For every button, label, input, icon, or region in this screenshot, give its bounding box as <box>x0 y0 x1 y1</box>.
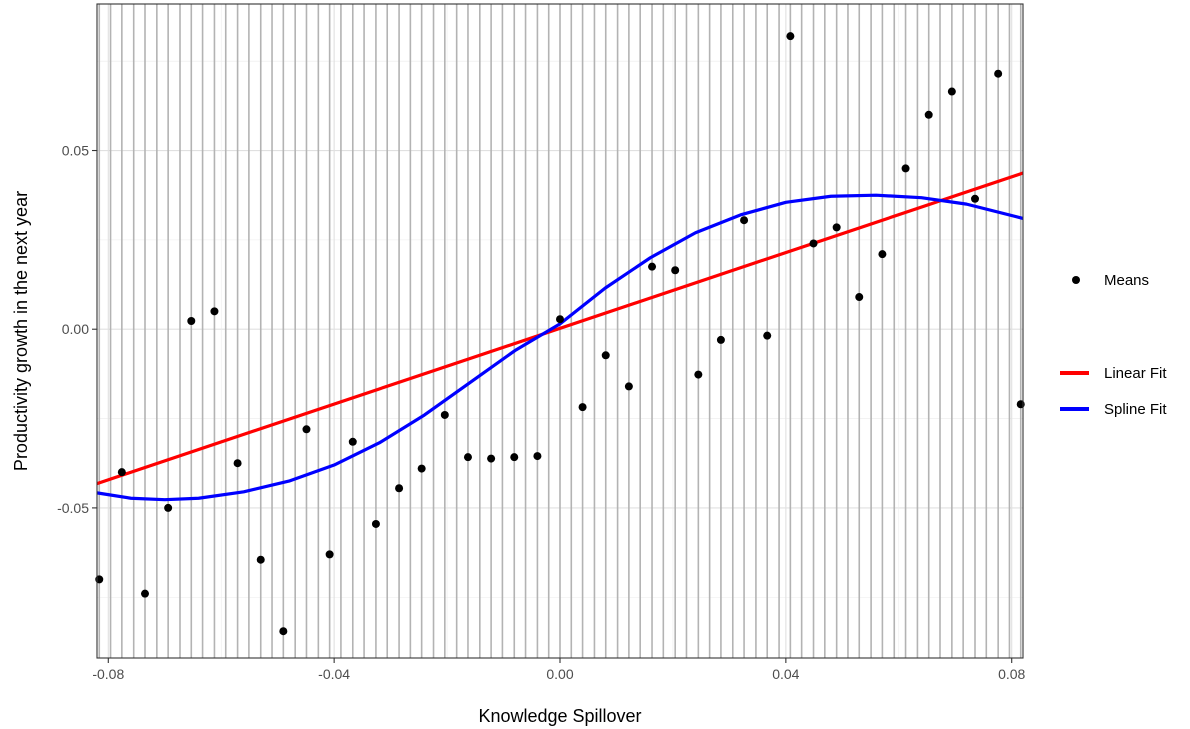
data-point <box>971 194 980 203</box>
series-line-linear-fit <box>96 171 1024 486</box>
data-point <box>763 331 772 340</box>
data-point <box>994 69 1003 78</box>
y-axis: -0.05 0.00 0.05 <box>57 143 97 516</box>
x-tick-label: 0.08 <box>998 666 1025 682</box>
data-point <box>417 464 426 473</box>
data-point <box>164 503 173 512</box>
legend-linear-label: Linear Fit <box>1104 365 1167 382</box>
y-axis-title: Productivity growth in the next year <box>11 191 31 471</box>
x-tick-label: -0.04 <box>318 666 350 682</box>
data-point <box>832 223 841 232</box>
y-tick-label: 0.05 <box>62 143 89 159</box>
data-point <box>187 316 196 325</box>
y-tick-label: 0.00 <box>62 321 89 337</box>
data-point <box>878 250 887 259</box>
data-point <box>694 370 703 379</box>
data-point <box>302 425 311 434</box>
data-point <box>510 453 519 462</box>
y-tick-label: -0.05 <box>57 500 89 516</box>
data-point <box>348 437 357 446</box>
data-point <box>233 459 242 468</box>
data-point <box>601 351 610 360</box>
data-point <box>740 216 749 225</box>
data-point <box>556 315 564 324</box>
data-point <box>395 484 404 493</box>
x-axis: -0.08 -0.04 0.00 0.04 0.08 <box>92 658 1026 682</box>
data-point <box>140 589 149 598</box>
x-tick-label: 0.04 <box>772 666 799 682</box>
series-layer <box>95 32 1025 636</box>
data-point <box>648 262 657 271</box>
data-point <box>325 550 334 559</box>
data-point <box>371 519 380 528</box>
data-point <box>947 87 956 96</box>
data-point <box>809 239 818 248</box>
legend-means-key <box>1072 276 1080 284</box>
data-point <box>210 307 219 316</box>
x-tick-label: -0.08 <box>92 666 124 682</box>
data-point <box>578 403 587 412</box>
data-point <box>256 555 265 564</box>
data-point <box>440 410 449 419</box>
data-point <box>855 293 864 302</box>
legend-spline-label: Spline Fit <box>1104 401 1167 418</box>
data-point <box>671 266 680 275</box>
x-tick-label: 0.00 <box>546 666 573 682</box>
data-point <box>716 335 725 344</box>
data-point <box>487 454 496 463</box>
data-point <box>279 627 288 636</box>
data-point <box>117 468 126 477</box>
x-axis-title: Knowledge Spillover <box>478 706 641 726</box>
data-point <box>533 452 542 461</box>
series-line-spline-fit <box>96 193 1024 502</box>
legend: Means Linear Fit Spline Fit <box>1060 272 1167 418</box>
data-point <box>463 453 472 462</box>
legend-means-label: Means <box>1104 272 1149 289</box>
data-point <box>624 382 633 391</box>
data-point <box>924 110 933 119</box>
data-point <box>901 164 910 173</box>
data-point <box>786 32 795 41</box>
bin-lines <box>98 4 1022 658</box>
